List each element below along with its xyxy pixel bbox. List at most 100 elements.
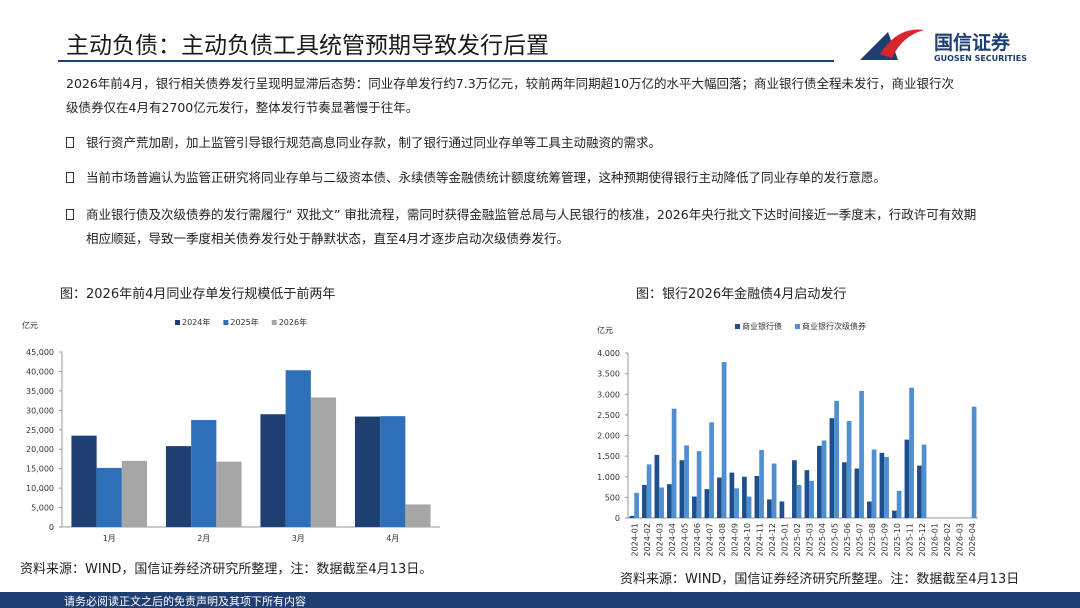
legend-label: 2026年 [279,317,307,327]
bar [721,362,727,518]
bar [629,515,635,518]
y-tick-label: 1.500 [597,452,620,461]
bullet-text: 银行资产荒加剧，加上监管引导银行规范高息同业存款，制了银行通过同业存单等工具主动… [86,135,662,150]
y-tick-label: 500 [605,493,620,502]
legend-swatch [735,324,740,329]
y-tick-label: 0 [49,523,54,532]
bar [216,461,242,527]
y-tick-label: 4.000 [597,349,620,358]
y-tick-label: 45,000 [26,348,54,357]
bar [659,487,664,518]
bar [734,488,739,518]
logo-name: 国信证券 [934,32,1011,54]
y-unit: 亿元 [22,320,38,330]
bar [792,460,797,518]
x-tick-label: 2026-02 [943,523,952,556]
x-tick-label: 2025-04 [818,523,827,556]
x-tick-label: 2025-06 [843,523,852,556]
bar [809,480,814,518]
x-tick-label: 4月 [386,534,399,543]
bar [909,387,914,518]
bar [692,496,697,518]
bar [729,472,735,518]
bar [971,406,977,518]
bar [405,504,431,527]
bar [742,476,747,518]
chart: 亿元 0 5,000 10,000 15,000 20,000 25,000 30,000 35… [22,317,440,543]
y-tick-label: 40,000 [26,367,54,376]
y-tick-label: 3.500 [597,370,620,379]
bar [804,470,810,518]
chart-caption: 图：银行2026年金融债4月启动发行 [636,287,847,302]
bullet-text: 当前市场普遍认为监管正研究将同业存单与二级资本债、永续债等金融债统计额度统筹管理… [86,170,887,185]
bar [380,416,406,527]
bar [779,501,785,518]
y-tick-label: 2.500 [597,411,620,420]
bar [671,408,677,518]
chart-caption: 图：2026年前4月同业存单发行规模低于前两年 [60,287,336,302]
x-tick-label: 2025-05 [830,523,839,556]
y-unit: 亿元 [597,325,613,335]
bar [696,451,702,518]
x-tick-label: 2025-12 [918,523,927,556]
legend-label: 2024年 [182,317,210,327]
logo-sub: GUOSEN SECURITIES [934,54,1027,63]
bar [704,489,710,518]
bar [746,496,752,518]
bar [921,444,927,518]
bar [879,452,885,518]
x-tick-label: 2024-03 [655,523,664,556]
title-rule [58,60,834,62]
x-tick-label: 2024-12 [768,523,777,556]
bar [285,370,311,527]
x-tick-label: 2026-01 [930,523,939,556]
bar [859,390,864,518]
bar [821,440,827,518]
x-tick-label: 2025-09 [880,523,889,556]
x-tick-label: 3月 [292,534,305,543]
bar [829,418,835,518]
legend-label: 商业银行次级债券 [802,321,866,331]
y-tick-label: 35,000 [26,387,54,396]
y-tick-label: 3.000 [597,390,620,399]
bar [896,490,902,518]
summary: 2026年前4月，银行相关债券发行呈现明显滞后态势：同业存单发行约7.3万亿元，… [66,76,955,115]
bar [846,421,852,518]
bullet: 银行资产荒加剧，加上监管引导银行规范高息同业存款，制了银行通过同业存单等工具主动… [66,131,966,155]
bar [667,484,672,518]
legend-swatch [223,320,229,325]
bar [642,485,647,518]
y-tick-label: 20,000 [26,445,54,454]
x-tick-label: 2024-05 [680,523,689,556]
y-tick-label: 30,000 [26,406,54,415]
bar [884,456,889,518]
bar [904,439,910,518]
bar [679,460,685,518]
bar [754,475,760,518]
legend-label: 2025年 [230,317,258,327]
x-tick-label: 2024-02 [643,523,652,556]
bar [867,501,872,518]
bullet: 当前市场普遍认为监管正研究将同业存单与二级资本债、永续债等金融债统计额度统筹管理… [66,166,966,190]
bullet: 商业银行债及次级债券的发行需履行“ 双批文” 审批流程，需同时获得金融监管总局与… [66,203,986,251]
bar [684,445,689,518]
x-tick-label: 2024-07 [705,523,714,556]
bar [634,492,639,518]
source-note: 资料来源：WIND，国信证券经济研究所整理，注：数据截至4月13日。 [20,562,433,577]
bar [96,467,122,527]
bar [842,462,847,518]
bar [165,446,192,527]
x-tick-label: 2024-06 [693,523,702,556]
source-note: 资料来源：WIND，国信证券经济研究所整理。注：数据截至4月13日 [620,572,1020,587]
bar [759,449,764,518]
bar [854,468,860,518]
x-tick-label: 2025-07 [855,523,864,556]
logo-mark [860,29,924,60]
x-tick-label: 2024-04 [668,523,677,556]
y-tick-label: 10,000 [26,484,54,493]
y-tick-label: 2.000 [597,432,620,441]
legend-swatch [175,320,180,325]
bar [310,397,337,527]
x-tick-label: 2026-03 [955,523,964,556]
bar [71,435,97,527]
